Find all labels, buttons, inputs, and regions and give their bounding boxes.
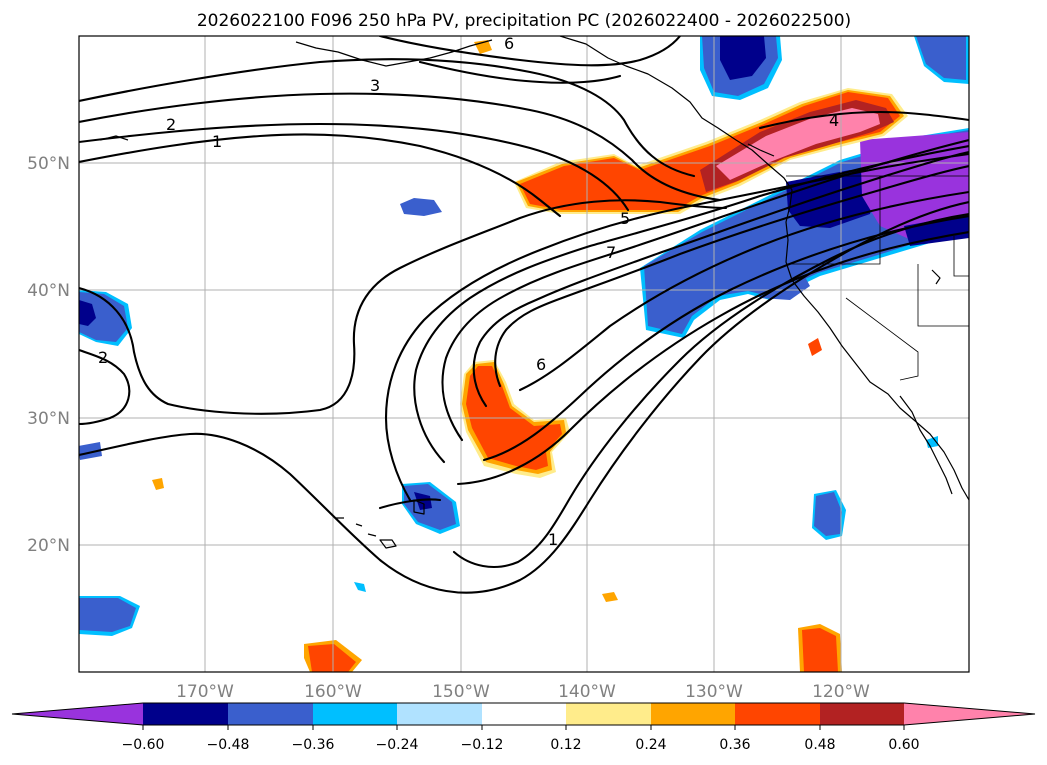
- graticule: [79, 36, 969, 672]
- colorbar-swatch-8: [735, 703, 820, 725]
- lon-label-130w: 130°W: [685, 682, 743, 702]
- contour-label-3: 3: [370, 76, 380, 95]
- contour-label-1-south: 1: [548, 530, 558, 549]
- contour-label-6-top: 6: [504, 34, 514, 53]
- colorbar-extend-high: [904, 703, 1035, 725]
- political-borders: [786, 175, 969, 381]
- colorbar-tick-label: 0.36: [719, 737, 750, 753]
- coastlines: [99, 36, 969, 549]
- colorbar: −0.60 −0.48 −0.36 −0.24 −0.12 0.12 0.24 …: [11, 702, 1036, 753]
- lon-label-120w: 120°W: [812, 682, 870, 702]
- colorbar-swatch-1: [143, 703, 228, 725]
- lat-label-40n: 40°N: [27, 281, 70, 301]
- lat-label-30n: 30°N: [27, 409, 70, 429]
- contour-label-7-jet: 7: [606, 243, 616, 262]
- contour-label-5-jet: 5: [620, 209, 630, 228]
- colorbar-tick-label: −0.60: [122, 737, 165, 753]
- colorbar-swatch-4: [397, 703, 482, 725]
- latitude-labels: 50°N 40°N 30°N 20°N: [27, 154, 70, 556]
- colorbar-tick-label: −0.24: [376, 737, 419, 753]
- lat-label-50n: 50°N: [27, 154, 70, 174]
- colorbar-swatch-7: [651, 703, 735, 725]
- map-title: 2026022100 F096 250 hPa PV, precipitatio…: [197, 11, 851, 31]
- positive-precip-shading: [152, 40, 908, 672]
- contour-label-2-west: 2: [98, 348, 108, 367]
- colorbar-extend-low: [12, 703, 143, 725]
- colorbar-swatch-3: [313, 703, 397, 725]
- colorbar-tick-label: 0.12: [550, 737, 581, 753]
- contour-label-1-north: 1: [212, 132, 222, 151]
- contour-labels: 1 2 3 6 4 5 7 6 2 1: [98, 34, 839, 549]
- map-frame: [78, 35, 970, 673]
- contour-label-2-north: 2: [166, 115, 176, 134]
- colorbar-tick-label: −0.36: [292, 737, 335, 753]
- colorbar-tick-label: −0.48: [207, 737, 250, 753]
- colorbar-tick-label: 0.48: [804, 737, 835, 753]
- contour-label-4-east: 4: [829, 111, 839, 130]
- lon-label-140w: 140°W: [558, 682, 616, 702]
- colorbar-swatch-5: [482, 703, 566, 725]
- colorbar-swatch-2: [228, 703, 313, 725]
- map-panel: 1 2 3 6 4 5 7 6 2 1: [79, 34, 969, 672]
- colorbar-tick-label: 0.24: [635, 737, 666, 753]
- colorbar-tick-label: −0.12: [461, 737, 504, 753]
- longitude-labels: 170°W 160°W 150°W 140°W 130°W 120°W: [176, 682, 870, 702]
- colorbar-swatch-6: [566, 703, 651, 725]
- lon-label-160w: 160°W: [304, 682, 362, 702]
- pv-contours: [79, 36, 969, 594]
- lon-label-150w: 150°W: [432, 682, 490, 702]
- colorbar-ticks: [142, 725, 905, 730]
- colorbar-swatch-9: [820, 703, 904, 725]
- lon-label-170w: 170°W: [176, 682, 234, 702]
- contour-label-6-jet: 6: [536, 355, 546, 374]
- lat-label-20n: 20°N: [27, 536, 70, 556]
- colorbar-tick-label: 0.60: [888, 737, 919, 753]
